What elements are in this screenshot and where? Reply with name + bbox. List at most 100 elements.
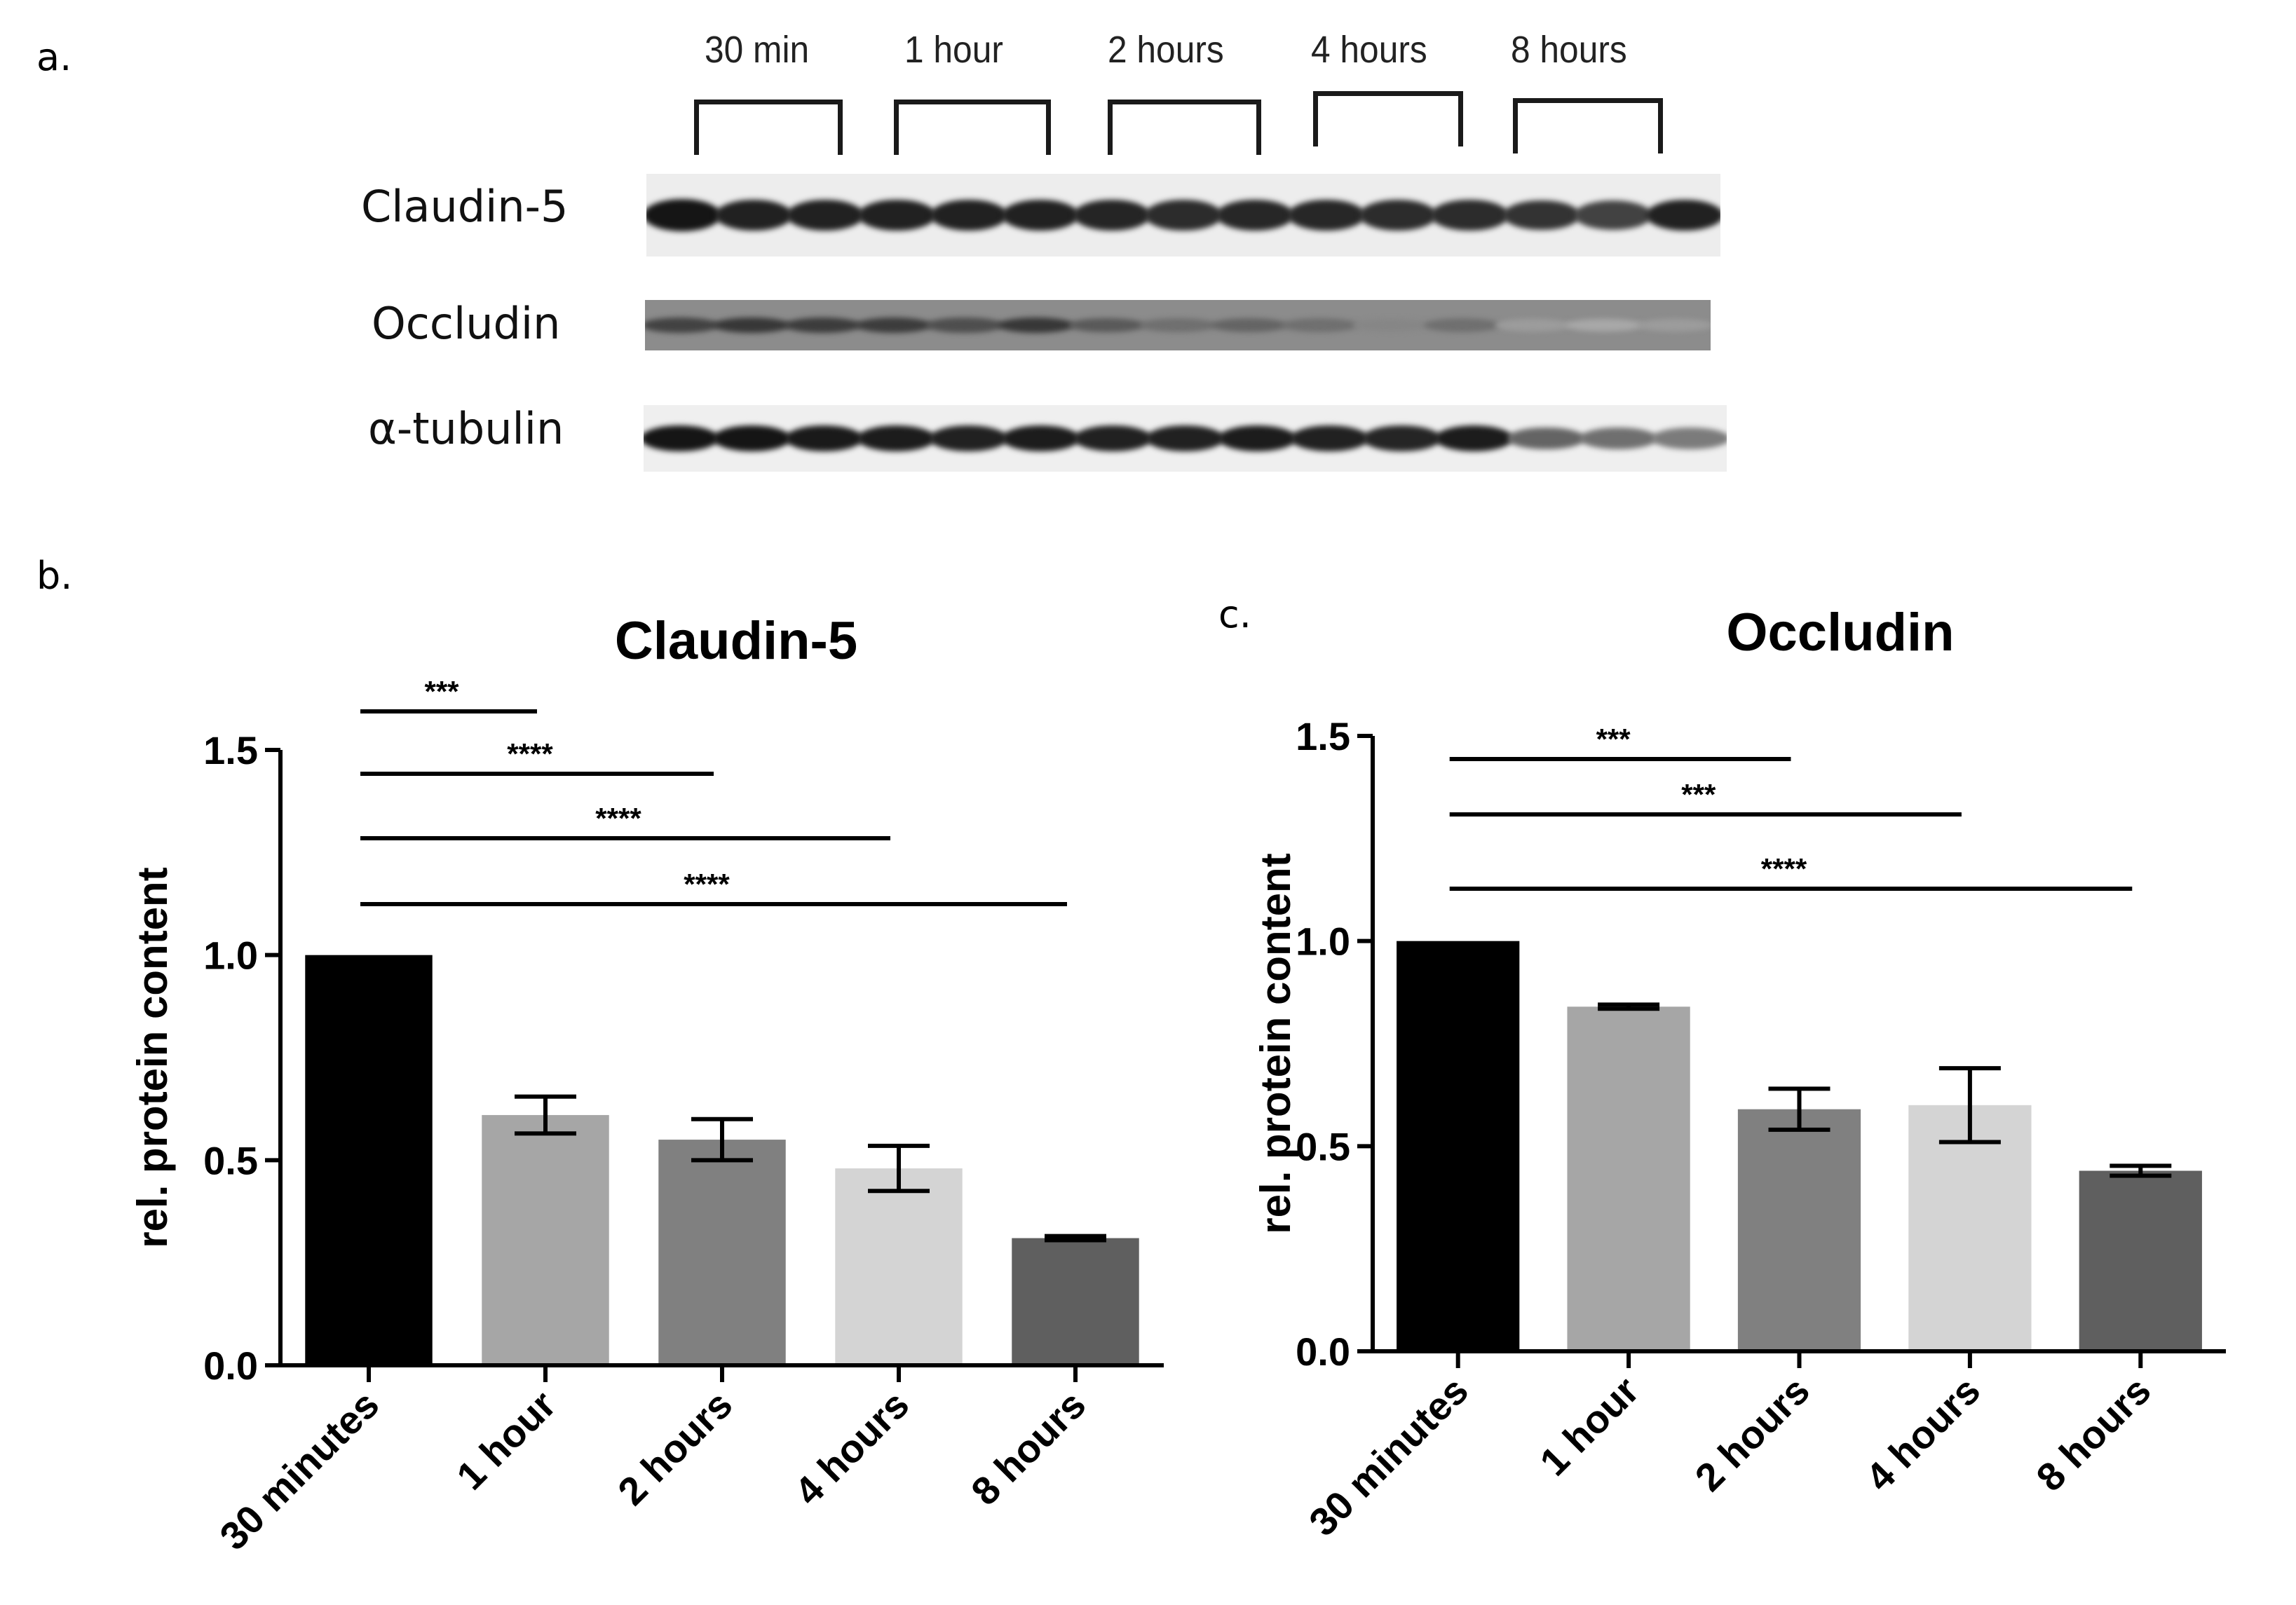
blot-row-label: Occludin (372, 298, 561, 349)
y-axis-label: rel. protein content (129, 867, 176, 1248)
blot-band (1288, 200, 1366, 231)
alpha-tubulin-blot-strip (644, 405, 1727, 472)
blot-time-label: 30 min (705, 29, 810, 71)
claudin-5-bar-chart: Claudin-5 rel. protein content 0.0 0.5 1.0 1.… (129, 611, 1164, 1558)
y-tick-label: 1.5 (203, 728, 258, 772)
blot-band (1502, 200, 1580, 231)
blot-band (1216, 200, 1294, 231)
chart-title: Claudin-5 (615, 611, 857, 671)
blot-band (997, 317, 1074, 334)
blot-band (1431, 200, 1509, 231)
blot-band (1359, 200, 1437, 231)
x-tick-label: 2 hours (609, 1382, 741, 1514)
panel-c-label: c. (1218, 592, 1251, 636)
blot-band (1574, 200, 1652, 230)
x-tick-label: 4 hours (786, 1382, 918, 1514)
blot-band (1423, 318, 1500, 332)
blot-band (930, 199, 1007, 231)
claudin-5-blot-strip (646, 174, 1720, 257)
occludin-blot-strip (645, 300, 1711, 350)
blot-band (1352, 318, 1429, 332)
lane-group-bracket (694, 100, 843, 155)
bar (658, 1140, 786, 1365)
blot-band (855, 317, 932, 333)
lane-group-bracket (894, 100, 1051, 155)
blot-band (646, 199, 721, 231)
y-tick-label: 0.5 (203, 1138, 258, 1182)
bar (1737, 1109, 1861, 1351)
blot-band (713, 317, 790, 334)
blot-time-label: 1 hour (904, 29, 1003, 71)
blot-band (1645, 199, 1720, 231)
blot-band (1291, 425, 1368, 451)
blot-band (645, 317, 719, 333)
x-tick-label: 2 hours (1686, 1368, 1818, 1500)
blot-band (1146, 425, 1224, 451)
lane-group-bracket (1313, 91, 1463, 146)
blot-band (1073, 200, 1150, 231)
blot-band (1507, 427, 1585, 450)
blot-time-label: 8 hours (1511, 29, 1627, 71)
y-tick-label: 0.5 (1296, 1124, 1350, 1168)
significance-label: *** (1596, 723, 1631, 756)
chart-title: Occludin (1726, 603, 1954, 662)
bar (305, 955, 433, 1365)
y-tick-label: 1.5 (1296, 714, 1350, 758)
blot-band (858, 199, 936, 231)
blot-band (926, 317, 1003, 333)
blot-band (1074, 425, 1152, 451)
x-tick-label: 8 hours (963, 1382, 1094, 1514)
blot-band (1363, 425, 1441, 451)
blot-band (713, 425, 791, 452)
y-tick-label: 1.0 (1296, 920, 1350, 964)
bar (1567, 1006, 1690, 1351)
x-tick-label: 8 hours (2027, 1368, 2159, 1500)
blot-time-label: 4 hours (1311, 29, 1427, 71)
y-tick-label: 0.0 (203, 1344, 258, 1388)
significance-label: *** (424, 675, 459, 708)
blot-time-label: 2 hours (1108, 29, 1224, 71)
significance-label: **** (1761, 852, 1807, 885)
bar (482, 1114, 609, 1365)
blot-band (1565, 319, 1643, 332)
significance-label: **** (684, 868, 730, 901)
lane-group-bracket (1513, 98, 1663, 153)
occludin-bar-chart: Occludin rel. protein content 0.0 0.5 1.0 1.5… (1252, 603, 2226, 1544)
bar (835, 1168, 963, 1365)
significance-label: **** (595, 802, 641, 835)
blot-band (1435, 425, 1513, 451)
bar (1908, 1105, 2032, 1351)
blot-row-label: Claudin-5 (361, 181, 569, 232)
y-axis-label: rel. protein content (1252, 853, 1299, 1234)
blot-band (1210, 317, 1287, 333)
blot-band (1002, 425, 1080, 451)
blot-band (857, 425, 935, 451)
blot-band (1144, 200, 1223, 231)
lane-group-bracket (1108, 100, 1261, 155)
x-tick-label: 30 minutes (1300, 1368, 1476, 1544)
blot-band (1636, 319, 1711, 332)
significance-label: **** (507, 737, 553, 770)
blot-band (784, 317, 861, 333)
x-tick-label: 4 hours (1857, 1368, 1989, 1500)
blot-band (787, 199, 864, 231)
blot-band (1001, 199, 1079, 231)
bar (1397, 941, 1520, 1351)
x-tick-label: 1 hour (1531, 1368, 1648, 1484)
blot-band (715, 199, 793, 231)
bar (1012, 1238, 1139, 1365)
x-tick-label: 1 hour (448, 1382, 564, 1498)
blot-band (785, 425, 863, 451)
blot-band (1282, 318, 1359, 332)
panel-a-label: a. (36, 35, 72, 79)
blot-band (1068, 317, 1146, 333)
blot-band (1652, 428, 1727, 449)
blot-band (1218, 425, 1296, 451)
y-tick-label: 1.0 (203, 934, 258, 978)
bar (2079, 1170, 2202, 1351)
y-tick-label: 0.0 (1296, 1330, 1350, 1374)
panel-b-label: b. (36, 554, 73, 598)
blot-band (1495, 319, 1572, 332)
blot-band (930, 425, 1007, 451)
blot-row-label: α-tubulin (368, 403, 564, 454)
